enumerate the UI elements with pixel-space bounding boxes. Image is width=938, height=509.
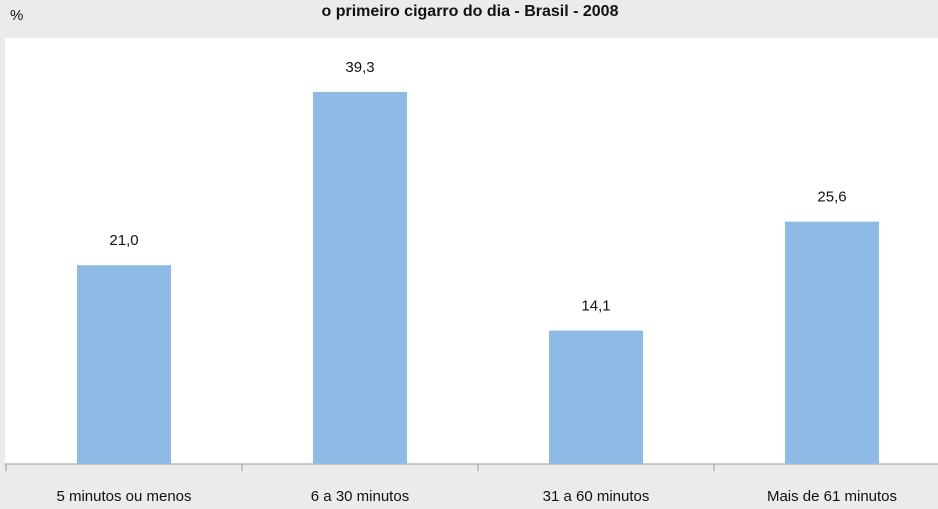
value-label: 25,6 bbox=[817, 189, 846, 206]
chart-title: o primeiro cigarro do dia - Brasil - 200… bbox=[322, 3, 619, 20]
bar bbox=[785, 221, 879, 464]
x-tick-label: 31 a 60 minutos bbox=[543, 488, 650, 505]
bar bbox=[313, 91, 407, 465]
y-axis-label: % bbox=[10, 7, 23, 24]
x-tick-label: 6 a 30 minutos bbox=[311, 488, 409, 505]
value-label: 39,3 bbox=[345, 59, 374, 76]
bar bbox=[77, 265, 171, 464]
bar bbox=[549, 330, 643, 464]
x-tick-label: 5 minutos ou menos bbox=[56, 488, 191, 505]
x-tick-label: Mais de 61 minutos bbox=[767, 488, 897, 505]
value-label: 14,1 bbox=[581, 297, 610, 314]
value-label: 21,0 bbox=[109, 232, 138, 249]
